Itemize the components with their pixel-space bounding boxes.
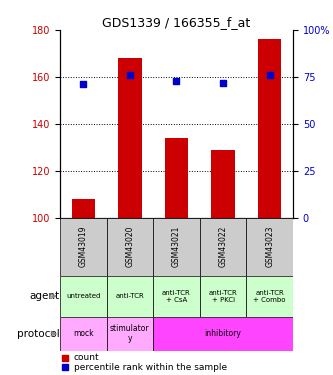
- Bar: [258, 39, 281, 218]
- Bar: [60, 217, 107, 276]
- Bar: [246, 217, 293, 276]
- Text: GSM43022: GSM43022: [218, 226, 228, 267]
- Point: [174, 78, 179, 84]
- Point: [220, 80, 226, 86]
- Bar: [200, 217, 246, 276]
- Text: count: count: [74, 354, 100, 363]
- Point: [267, 72, 272, 78]
- Point: [81, 81, 86, 87]
- Bar: [107, 217, 153, 276]
- Bar: [211, 150, 235, 217]
- Title: GDS1339 / 166355_f_at: GDS1339 / 166355_f_at: [102, 16, 251, 29]
- Bar: [246, 276, 293, 316]
- Bar: [60, 276, 107, 316]
- Text: GSM43020: GSM43020: [125, 226, 135, 267]
- Bar: [107, 316, 153, 351]
- Text: GSM43019: GSM43019: [79, 226, 88, 267]
- Bar: [200, 276, 246, 316]
- Bar: [165, 138, 188, 218]
- Bar: [153, 316, 293, 351]
- Bar: [153, 276, 200, 316]
- Text: agent: agent: [30, 291, 60, 301]
- Text: anti-TCR
+ PKCi: anti-TCR + PKCi: [209, 290, 237, 303]
- Bar: [60, 316, 107, 351]
- Text: mock: mock: [73, 329, 94, 338]
- Point: [62, 364, 67, 370]
- Bar: [72, 199, 95, 217]
- Text: percentile rank within the sample: percentile rank within the sample: [74, 363, 227, 372]
- Text: GSM43023: GSM43023: [265, 226, 274, 267]
- Text: inhibitory: inhibitory: [205, 329, 241, 338]
- Text: untreated: untreated: [66, 293, 101, 299]
- Bar: [118, 58, 142, 217]
- Bar: [107, 276, 153, 316]
- Text: anti-TCR
+ CsA: anti-TCR + CsA: [162, 290, 191, 303]
- Bar: [153, 217, 200, 276]
- Text: anti-TCR: anti-TCR: [116, 293, 144, 299]
- Point: [62, 355, 67, 361]
- Text: protocol: protocol: [17, 329, 60, 339]
- Point: [127, 72, 133, 78]
- Text: anti-TCR
+ Combo: anti-TCR + Combo: [253, 290, 286, 303]
- Text: GSM43021: GSM43021: [172, 226, 181, 267]
- Text: stimulator
y: stimulator y: [110, 324, 150, 344]
